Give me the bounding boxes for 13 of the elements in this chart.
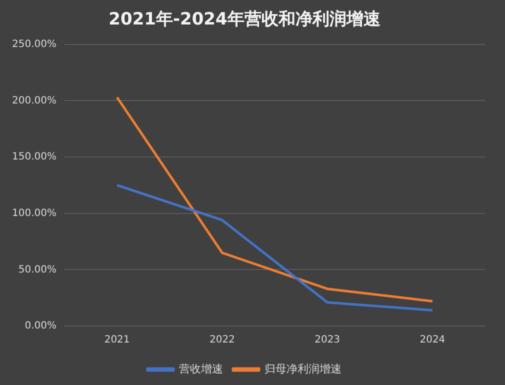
y-tick-label: 150.00% (12, 152, 56, 163)
legend-label: 营收增速 (179, 362, 223, 376)
x-tick-label: 2022 (209, 334, 235, 346)
y-tick-label: 200.00% (12, 95, 56, 106)
y-tick-label: 0.00% (24, 320, 56, 332)
y-tick-label: 50.00% (18, 264, 56, 276)
x-tick-label: 2023 (314, 334, 340, 346)
legend-label: 归母净利润增速 (264, 362, 342, 376)
y-tick-label: 100.00% (12, 208, 56, 219)
y-tick-label: 250.00% (12, 38, 56, 50)
x-tick-label: 2021 (104, 334, 130, 346)
x-tick-label: 2024 (420, 334, 446, 346)
chart-title: 2021年-2024年营收和净利润增速 (108, 10, 380, 30)
